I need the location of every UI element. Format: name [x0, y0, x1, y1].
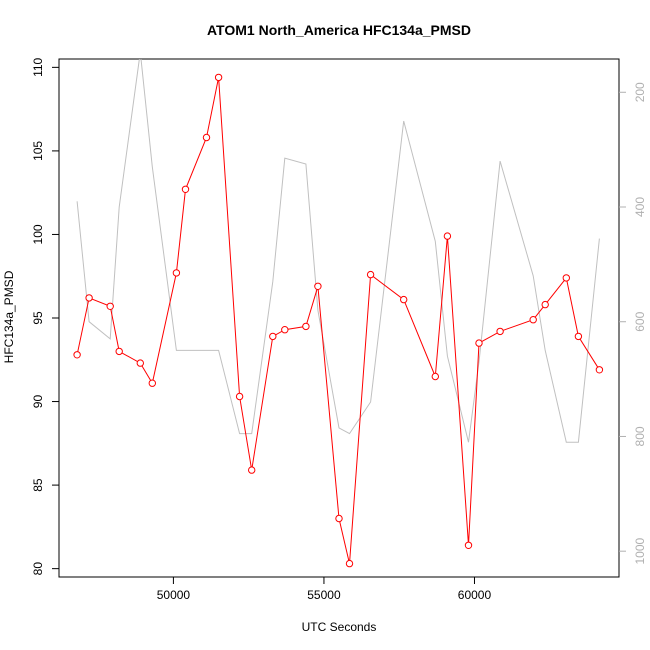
y-axis-label: HFC134a_PMSD [2, 270, 16, 363]
data-point [314, 282, 322, 290]
data-point [214, 73, 223, 82]
chart-title: ATOM1 North_America HFC134a_PMSD [207, 22, 471, 38]
x-tick-label: 50000 [157, 588, 191, 602]
data-point [562, 274, 570, 282]
data-point [366, 270, 375, 279]
data-point [595, 366, 604, 374]
data-point [529, 316, 537, 324]
x-axis-label: UTC Seconds [302, 620, 377, 634]
data-point [73, 351, 81, 359]
data-point [248, 466, 256, 474]
data-point [202, 133, 211, 142]
series-line-right [76, 59, 600, 443]
y2-tick-label: 800 [633, 426, 647, 446]
data-point [281, 326, 289, 334]
data-point [85, 294, 93, 302]
y-tick-label: 100 [31, 224, 45, 244]
series-line-left [76, 77, 600, 564]
y-tick-label: 85 [31, 478, 45, 492]
data-point [235, 392, 244, 401]
data-point [136, 359, 145, 367]
y-tick-label: 80 [31, 562, 45, 576]
y2-tick-label: 400 [633, 197, 647, 217]
data-point [181, 185, 190, 194]
data-point [106, 302, 114, 310]
y-tick-label: 90 [31, 395, 45, 409]
data-point [496, 327, 504, 336]
data-point [148, 379, 157, 387]
data-point [400, 295, 408, 304]
data-point [574, 332, 583, 341]
x-tick-label: 55000 [307, 588, 341, 602]
data-point [345, 559, 354, 568]
data-point [302, 322, 310, 331]
data-point [172, 269, 181, 277]
y2-tick-label: 200 [633, 82, 647, 102]
data-point [541, 300, 549, 309]
data-point [443, 232, 452, 240]
data-point [269, 332, 277, 341]
y-tick-label: 110 [31, 57, 45, 76]
y2-tick-label: 1000 [633, 538, 647, 565]
y-tick-label: 95 [31, 311, 45, 325]
plot-layer: 50000 55000 60000 80 85 90 95 100 105 110 200 400 60… [31, 57, 647, 602]
data-point [431, 372, 439, 381]
y2-tick-label: 600 [633, 311, 647, 331]
data-point [475, 339, 483, 347]
x-tick-label: 60000 [458, 588, 492, 602]
data-point [335, 514, 343, 523]
y-tick-label: 105 [31, 141, 45, 161]
data-point [115, 347, 123, 356]
data-point [464, 541, 473, 549]
